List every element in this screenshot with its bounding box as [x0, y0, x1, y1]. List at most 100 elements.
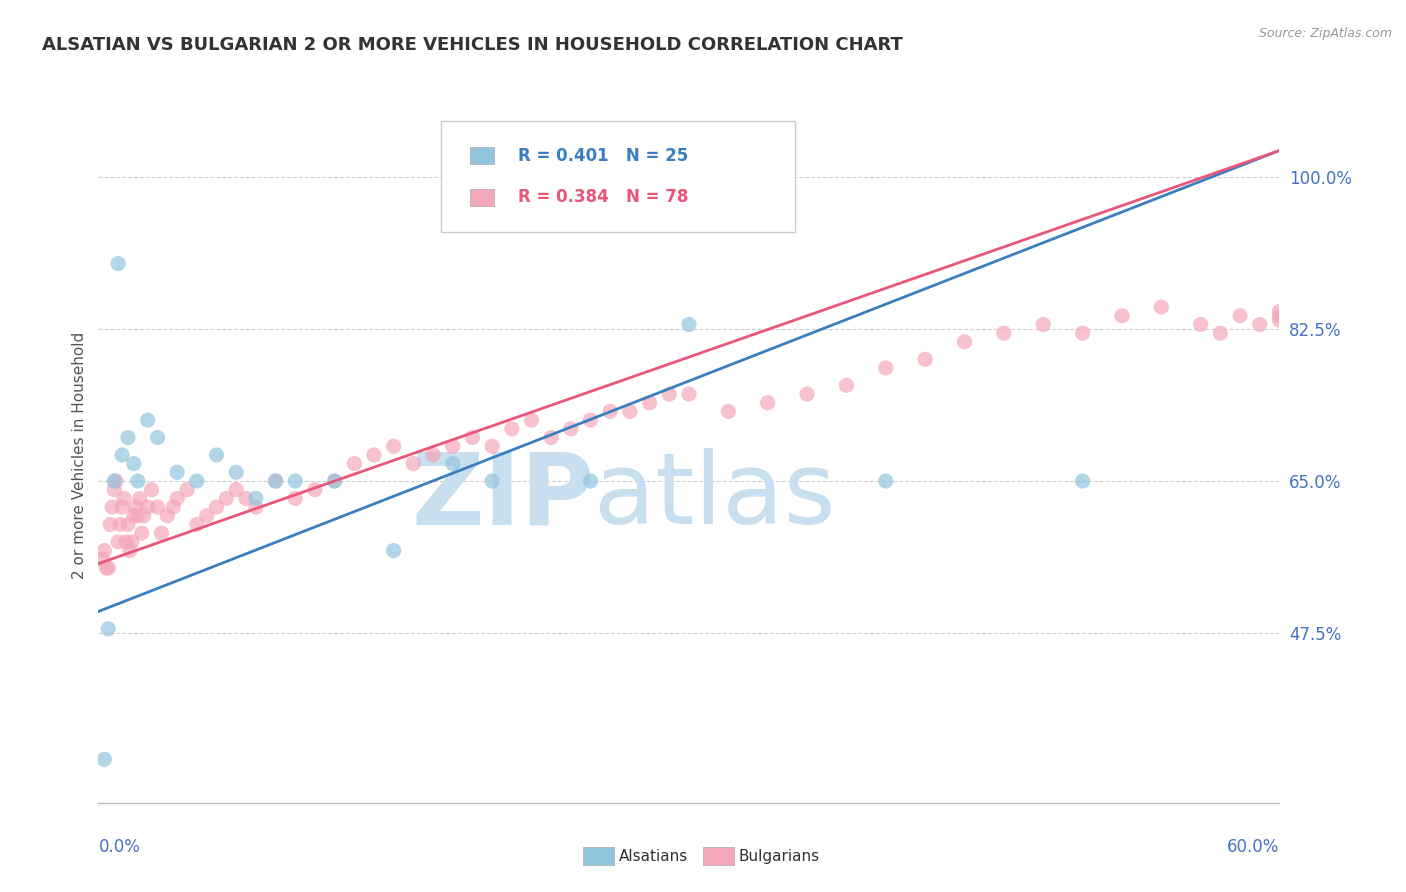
Point — [162, 500, 184, 514]
Point — [128, 491, 150, 506]
Point — [195, 508, 218, 523]
Text: R = 0.384   N = 78: R = 0.384 N = 78 — [517, 188, 688, 206]
Text: atlas: atlas — [595, 448, 837, 545]
Point — [103, 483, 125, 497]
Point — [107, 256, 129, 270]
Point — [993, 326, 1015, 340]
Point — [796, 387, 818, 401]
Point — [560, 422, 582, 436]
Point — [108, 517, 131, 532]
Text: Alsatians: Alsatians — [619, 849, 688, 863]
Point — [1229, 309, 1251, 323]
Point — [245, 491, 267, 506]
Point — [97, 561, 120, 575]
Point — [284, 491, 307, 506]
Text: 60.0%: 60.0% — [1227, 838, 1279, 856]
Point — [112, 491, 135, 506]
Point — [127, 508, 149, 523]
Point — [1111, 309, 1133, 323]
Point — [658, 387, 681, 401]
Point — [225, 466, 247, 480]
Point — [121, 534, 143, 549]
Point — [875, 360, 897, 375]
Point — [146, 500, 169, 514]
Point — [1032, 318, 1054, 332]
Point — [1268, 313, 1291, 327]
Point — [118, 543, 141, 558]
FancyBboxPatch shape — [471, 189, 494, 206]
Point — [205, 500, 228, 514]
Point — [481, 439, 503, 453]
Point — [93, 543, 115, 558]
FancyBboxPatch shape — [471, 147, 494, 164]
Point — [953, 334, 976, 349]
Point — [363, 448, 385, 462]
Point — [103, 474, 125, 488]
Point — [914, 352, 936, 367]
Point — [717, 404, 740, 418]
Point — [132, 508, 155, 523]
Point — [1209, 326, 1232, 340]
Point — [122, 508, 145, 523]
Point — [382, 543, 405, 558]
Point — [235, 491, 257, 506]
Point — [756, 395, 779, 409]
Point — [245, 500, 267, 514]
Point — [1268, 309, 1291, 323]
Point — [441, 439, 464, 453]
Point — [619, 404, 641, 418]
Text: Source: ZipAtlas.com: Source: ZipAtlas.com — [1258, 27, 1392, 40]
Point — [343, 457, 366, 471]
Point — [579, 474, 602, 488]
Text: 0.0%: 0.0% — [98, 838, 141, 856]
Point — [264, 474, 287, 488]
Point — [284, 474, 307, 488]
Point — [599, 404, 621, 418]
Point — [875, 474, 897, 488]
Point — [115, 534, 138, 549]
Point — [125, 500, 148, 514]
Text: ZIP: ZIP — [412, 448, 595, 545]
Text: Bulgarians: Bulgarians — [738, 849, 820, 863]
Point — [215, 491, 238, 506]
Point — [166, 491, 188, 506]
Point — [136, 413, 159, 427]
Point — [1249, 318, 1271, 332]
Point — [117, 430, 139, 444]
Point — [835, 378, 858, 392]
Point — [105, 474, 128, 488]
Point — [481, 474, 503, 488]
Point — [101, 500, 124, 514]
Point — [186, 474, 208, 488]
Point — [1189, 318, 1212, 332]
Point — [136, 500, 159, 514]
Point — [141, 483, 163, 497]
Point — [146, 430, 169, 444]
Text: R = 0.401   N = 25: R = 0.401 N = 25 — [517, 147, 688, 165]
Point — [150, 526, 173, 541]
Point — [323, 474, 346, 488]
Point — [520, 413, 543, 427]
Point — [323, 474, 346, 488]
Point — [441, 457, 464, 471]
Point — [382, 439, 405, 453]
Point — [98, 517, 121, 532]
Point — [131, 526, 153, 541]
Point — [156, 508, 179, 523]
Point — [461, 430, 484, 444]
Point — [540, 430, 562, 444]
Point — [678, 387, 700, 401]
Point — [422, 448, 444, 462]
Point — [304, 483, 326, 497]
Point — [93, 752, 115, 766]
Point — [107, 534, 129, 549]
Point — [176, 483, 198, 497]
Point — [1150, 300, 1173, 314]
Text: ALSATIAN VS BULGARIAN 2 OR MORE VEHICLES IN HOUSEHOLD CORRELATION CHART: ALSATIAN VS BULGARIAN 2 OR MORE VEHICLES… — [42, 36, 903, 54]
Point — [638, 395, 661, 409]
Point — [501, 422, 523, 436]
Point — [97, 622, 120, 636]
Point — [678, 318, 700, 332]
Point — [122, 457, 145, 471]
Point — [117, 517, 139, 532]
